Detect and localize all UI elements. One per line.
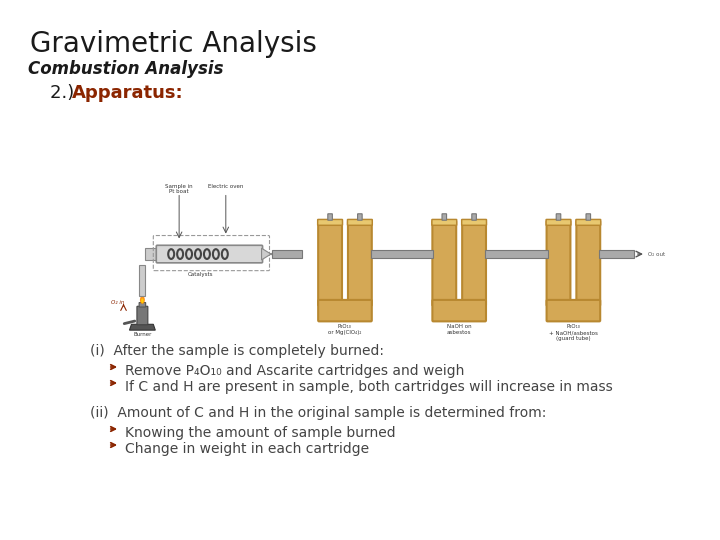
Text: Pt boat: Pt boat <box>169 188 189 194</box>
FancyBboxPatch shape <box>433 300 486 321</box>
Text: P₄O₁₀
+ NaOH/asbestos
(guard tube): P₄O₁₀ + NaOH/asbestos (guard tube) <box>549 325 598 341</box>
Text: Electric oven: Electric oven <box>208 184 243 189</box>
Text: Sample in: Sample in <box>166 184 193 189</box>
Text: Gravimetric Analysis: Gravimetric Analysis <box>30 30 317 58</box>
FancyBboxPatch shape <box>318 219 343 225</box>
FancyBboxPatch shape <box>358 214 362 220</box>
Text: Combustion Analysis: Combustion Analysis <box>28 60 223 78</box>
Text: O₂ out: O₂ out <box>648 252 665 256</box>
Text: Burner: Burner <box>133 332 152 337</box>
Text: 2.): 2.) <box>50 84 86 102</box>
FancyBboxPatch shape <box>328 214 333 220</box>
FancyBboxPatch shape <box>371 250 433 258</box>
Text: If C and H are present in sample, both cartridges will increase in mass: If C and H are present in sample, both c… <box>125 380 613 394</box>
FancyBboxPatch shape <box>348 219 372 225</box>
Text: (ii)  Amount of C and H in the original sample is determined from:: (ii) Amount of C and H in the original s… <box>90 406 546 420</box>
FancyBboxPatch shape <box>140 265 145 296</box>
FancyBboxPatch shape <box>599 250 634 258</box>
FancyBboxPatch shape <box>546 219 571 225</box>
FancyBboxPatch shape <box>156 245 263 263</box>
Polygon shape <box>130 325 156 330</box>
FancyBboxPatch shape <box>462 221 486 306</box>
FancyBboxPatch shape <box>139 302 145 307</box>
FancyBboxPatch shape <box>272 250 302 258</box>
FancyBboxPatch shape <box>462 219 487 225</box>
Text: Knowing the amount of sample burned: Knowing the amount of sample burned <box>125 426 395 440</box>
FancyBboxPatch shape <box>586 214 590 220</box>
Text: O₂ in: O₂ in <box>111 300 125 305</box>
FancyBboxPatch shape <box>433 221 456 306</box>
FancyBboxPatch shape <box>576 219 600 225</box>
Text: P₄O₁₀
or Mg(ClO₄)₂: P₄O₁₀ or Mg(ClO₄)₂ <box>328 325 361 335</box>
Text: Change in weight in each cartridge: Change in weight in each cartridge <box>125 442 369 456</box>
Ellipse shape <box>141 299 143 303</box>
FancyBboxPatch shape <box>137 306 148 325</box>
Text: Remove P₄O₁₀ and Ascarite cartridges and weigh: Remove P₄O₁₀ and Ascarite cartridges and… <box>125 364 464 378</box>
FancyBboxPatch shape <box>557 214 561 220</box>
Ellipse shape <box>140 296 145 304</box>
FancyArrowPatch shape <box>125 321 135 323</box>
FancyBboxPatch shape <box>472 214 477 220</box>
FancyBboxPatch shape <box>546 221 570 306</box>
Polygon shape <box>261 248 272 260</box>
FancyBboxPatch shape <box>145 248 157 260</box>
FancyBboxPatch shape <box>485 250 548 258</box>
FancyBboxPatch shape <box>577 221 600 306</box>
FancyBboxPatch shape <box>318 221 342 306</box>
FancyBboxPatch shape <box>348 221 372 306</box>
FancyBboxPatch shape <box>318 300 372 321</box>
Text: Apparatus:: Apparatus: <box>72 84 184 102</box>
Text: (i)  After the sample is completely burned:: (i) After the sample is completely burne… <box>90 344 384 358</box>
Text: NaOH on
asbestos: NaOH on asbestos <box>447 325 472 335</box>
FancyBboxPatch shape <box>442 214 446 220</box>
Text: Catalysts: Catalysts <box>188 272 214 276</box>
FancyBboxPatch shape <box>546 300 600 321</box>
FancyBboxPatch shape <box>432 219 456 225</box>
